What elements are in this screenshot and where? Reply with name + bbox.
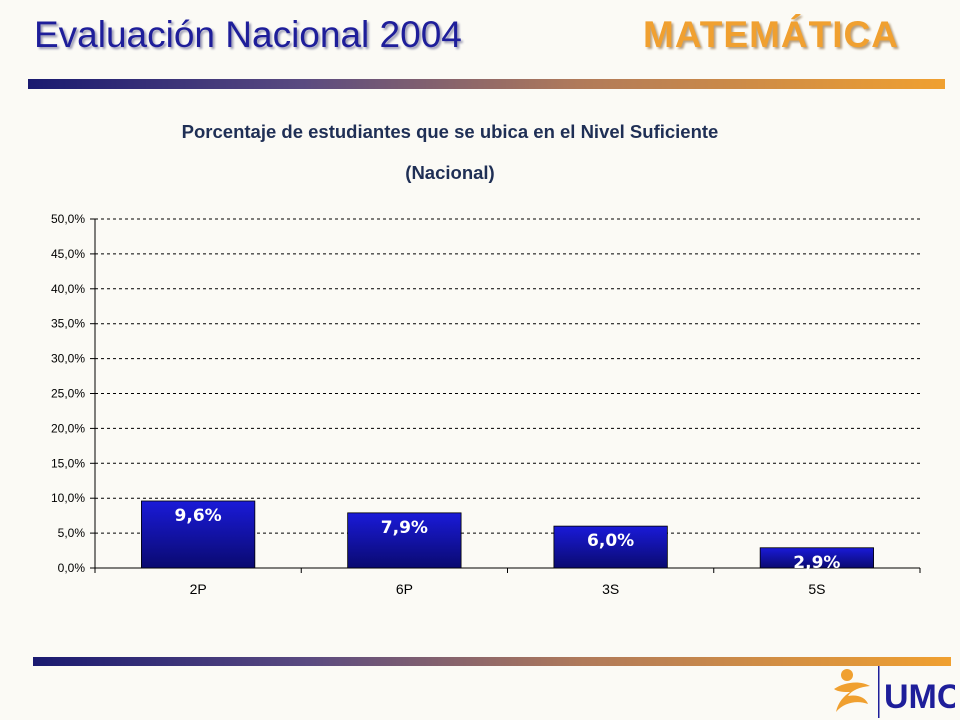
bar: [553, 525, 668, 569]
y-tick-label: 40,0%: [51, 282, 85, 296]
y-tick-label: 25,0%: [51, 387, 85, 401]
x-tick-label: 5S: [808, 581, 825, 597]
chart-title: Porcentaje de estudiantes que se ubica e…: [181, 121, 719, 142]
y-tick-label: 20,0%: [51, 421, 85, 435]
y-tick-label: 15,0%: [51, 456, 85, 470]
x-tick-label: 6P: [396, 581, 413, 597]
data-label: 9,6%: [175, 506, 222, 526]
bar: [141, 500, 256, 569]
y-tick-label: 10,0%: [51, 491, 85, 505]
chart-bars: [141, 500, 874, 569]
y-tick-label: 0,0%: [58, 561, 86, 575]
y-tick-label: 50,0%: [51, 212, 85, 226]
y-tick-label: 30,0%: [51, 352, 85, 366]
logo-figure-icon: [834, 669, 870, 712]
y-tick-label: 35,0%: [51, 317, 85, 331]
y-tick-label: 5,0%: [58, 526, 86, 540]
chart-subtitle: (Nacional): [405, 162, 495, 183]
x-tick-label: 2P: [190, 581, 207, 597]
data-label: 6,0%: [587, 531, 634, 551]
bar: [347, 512, 462, 569]
bar: [759, 547, 874, 569]
header-divider: [28, 79, 945, 89]
chart-grid: [95, 218, 920, 534]
slide-subject: MATEMÁTICA: [643, 14, 899, 55]
logo-text: UMC: [884, 678, 955, 716]
umc-logo: UMC: [834, 666, 955, 718]
chart-labels: 0,0% 5,0% 10,0% 15,0% 20,0% 25,0% 30,0% 35,0% 40…: [51, 212, 840, 597]
footer-divider: [33, 657, 951, 666]
data-label: 7,9%: [381, 518, 428, 538]
y-tick-label: 45,0%: [51, 247, 85, 261]
slide-title: Evaluación Nacional 2004: [34, 14, 462, 55]
data-label: 2,9%: [793, 553, 840, 573]
x-tick-label: 3S: [602, 581, 619, 597]
